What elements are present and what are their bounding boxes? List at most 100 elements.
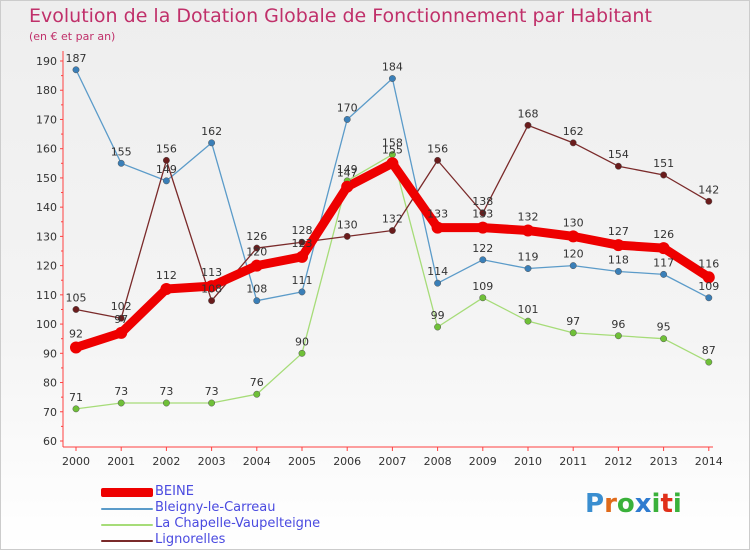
data-point <box>298 288 306 296</box>
data-label: 71 <box>69 391 83 404</box>
legend-swatch <box>101 488 153 497</box>
data-point <box>612 239 625 252</box>
data-point <box>162 399 170 407</box>
data-label: 113 <box>201 266 222 279</box>
x-tick-label: 2009 <box>469 455 497 468</box>
x-tick-label: 2006 <box>333 455 361 468</box>
data-point <box>162 177 170 185</box>
data-point <box>660 270 668 278</box>
data-point <box>479 294 487 302</box>
data-label: 73 <box>205 385 219 398</box>
data-point <box>343 116 351 123</box>
data-point <box>72 306 80 313</box>
data-point <box>117 399 125 407</box>
y-tick-label: 150 <box>36 172 57 185</box>
data-point <box>614 162 622 170</box>
data-label: 156 <box>427 142 448 155</box>
data-point <box>522 224 534 237</box>
data-point <box>298 238 306 246</box>
y-tick-label: 110 <box>36 289 57 302</box>
data-point <box>660 171 668 179</box>
x-tick-label: 2012 <box>604 455 632 468</box>
logo-letter: t <box>660 489 673 519</box>
data-label: 87 <box>702 344 716 357</box>
data-point <box>476 221 489 234</box>
legend-item: Bleigny-le-Carreau <box>101 500 401 517</box>
data-label: 101 <box>518 303 539 316</box>
data-point <box>434 156 442 164</box>
data-point <box>117 159 125 167</box>
data-point <box>614 332 622 340</box>
data-point <box>253 390 261 398</box>
data-point <box>208 297 216 305</box>
data-label: 133 <box>427 208 448 221</box>
y-tick-label: 90 <box>43 347 57 360</box>
data-point <box>162 156 170 164</box>
x-tick-label: 2002 <box>152 455 180 468</box>
data-point <box>72 66 80 74</box>
data-label: 97 <box>566 315 580 328</box>
y-tick-label: 60 <box>43 435 57 448</box>
data-point <box>205 280 218 293</box>
data-point <box>569 262 577 270</box>
data-point <box>298 349 306 357</box>
series-points <box>70 66 715 413</box>
chart-title: Evolution de la Dotation Globale de Fonc… <box>29 5 652 27</box>
proxiti-logo: Proxiti <box>585 489 682 519</box>
data-label: 111 <box>292 274 313 287</box>
data-point <box>115 326 128 339</box>
data-point <box>72 405 80 413</box>
data-label: 138 <box>472 195 493 208</box>
y-tick-label: 80 <box>43 377 57 390</box>
data-point <box>660 335 668 343</box>
legend-label: La Chapelle-Vaupelteigne <box>155 516 321 531</box>
data-point <box>524 317 532 325</box>
x-tick-label: 2013 <box>650 455 678 468</box>
data-label: 120 <box>246 246 267 259</box>
legend-swatch <box>101 540 153 542</box>
data-label: 99 <box>431 309 445 322</box>
data-label: 155 <box>111 145 132 158</box>
x-tick-label: 2014 <box>695 455 723 468</box>
data-label: 120 <box>563 248 584 261</box>
data-label: 96 <box>611 318 625 331</box>
data-label: 105 <box>66 291 87 304</box>
data-label: 73 <box>114 385 128 398</box>
data-point <box>250 259 263 272</box>
data-label: 122 <box>472 242 493 255</box>
data-point <box>702 271 715 284</box>
x-tick-label: 2001 <box>107 455 135 468</box>
data-point <box>160 283 173 295</box>
y-tick-label: 160 <box>36 143 57 156</box>
y-tick-label: 100 <box>36 318 57 331</box>
data-label: 155 <box>382 143 403 156</box>
chart-subtitle: (en € et par an) <box>29 30 116 43</box>
legend-item: BEINE <box>101 484 401 501</box>
data-point <box>208 399 216 407</box>
data-point <box>434 323 442 331</box>
data-label: 108 <box>201 283 222 296</box>
legend-label: BEINE <box>155 484 194 499</box>
data-label: 149 <box>156 163 177 176</box>
x-tick-label: 2000 <box>62 455 90 468</box>
data-point <box>431 221 444 234</box>
data-point <box>479 209 487 217</box>
data-label: 114 <box>427 265 448 278</box>
data-label: 142 <box>698 183 719 196</box>
data-label: 170 <box>337 101 358 114</box>
logo-letter: x <box>634 489 652 519</box>
data-label: 132 <box>382 213 403 226</box>
data-point <box>117 314 125 322</box>
data-point <box>434 279 442 287</box>
data-point <box>524 265 532 272</box>
data-label: 151 <box>653 157 674 170</box>
data-label: 116 <box>698 257 719 270</box>
data-label: 76 <box>250 376 264 389</box>
y-tick-label: 190 <box>36 55 57 68</box>
data-label: 109 <box>698 280 719 293</box>
data-point <box>253 297 261 305</box>
data-label: 147 <box>337 167 358 180</box>
data-label: 126 <box>246 230 267 243</box>
